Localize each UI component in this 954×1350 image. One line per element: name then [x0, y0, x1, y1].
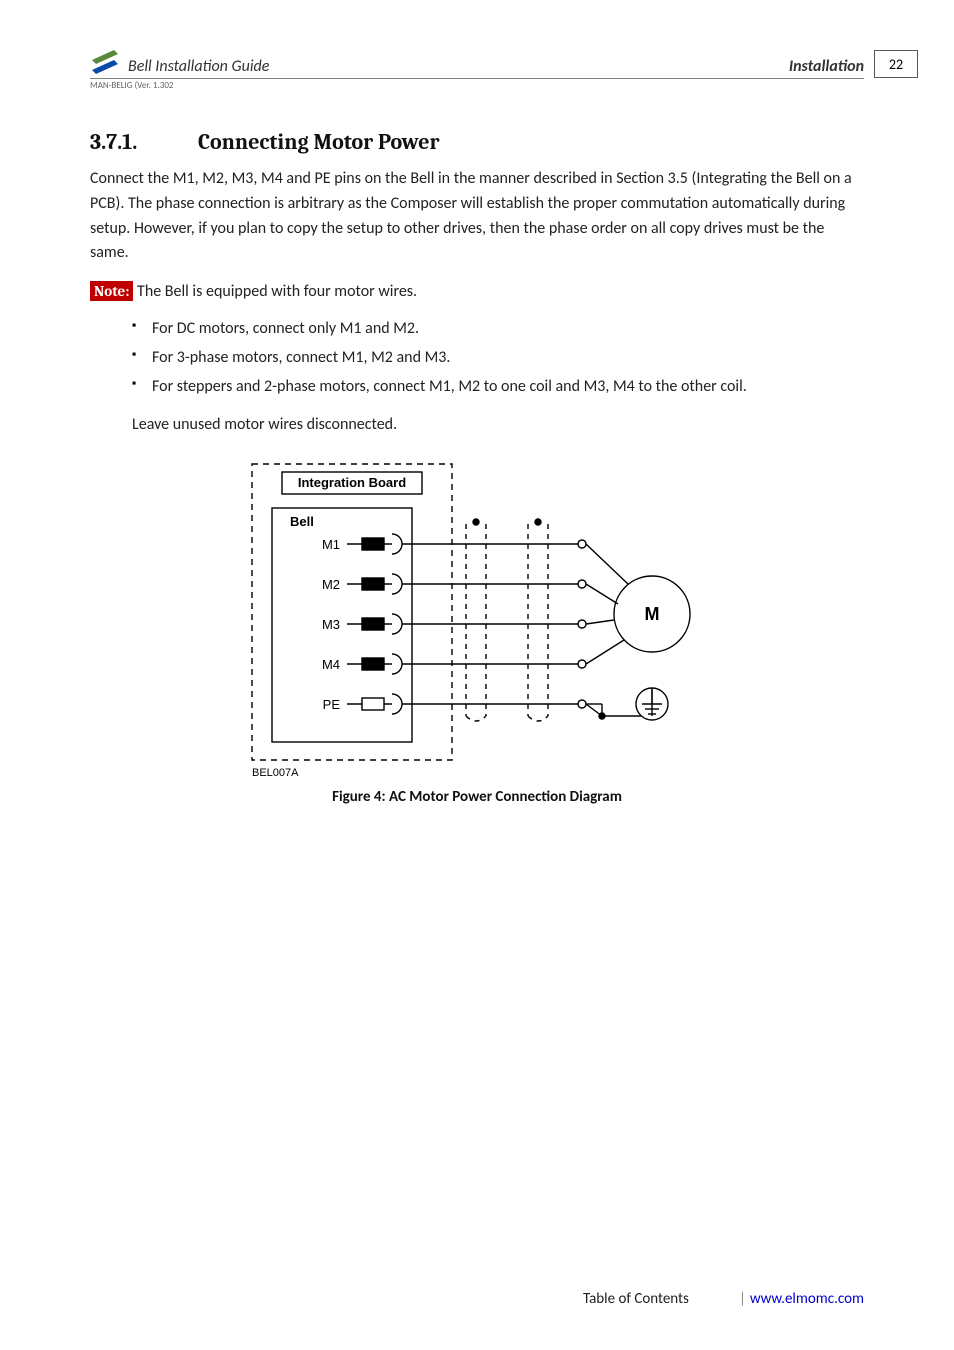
page-number: 22 [874, 50, 918, 78]
list-item: For steppers and 2-phase motors, connect… [132, 375, 864, 400]
svg-text:M1: M1 [322, 537, 340, 552]
section-name: Installation [789, 57, 864, 76]
note-text: The Bell is equipped with four motor wir… [133, 282, 417, 301]
paragraph-after-list: Leave unused motor wires disconnected. [132, 413, 864, 438]
svg-text:PE: PE [323, 697, 341, 712]
svg-text:Bell: Bell [290, 514, 314, 529]
svg-text:BEL007A: BEL007A [252, 767, 299, 779]
content: 3.7.1.Connecting Motor Power Connect the… [90, 129, 864, 806]
svg-text:M2: M2 [322, 577, 340, 592]
list-item: For DC motors, connect only M1 and M2. [132, 317, 864, 342]
page: Bell Installation Guide Installation MAN… [0, 0, 954, 1350]
svg-text:M: M [645, 604, 660, 624]
note-label: Note: [90, 281, 133, 301]
toc-link[interactable]: Table of Contents [583, 1290, 689, 1308]
bullet-list: For DC motors, connect only M1 and M2. F… [90, 317, 864, 399]
figure-caption: Figure 4: AC Motor Power Connection Diag… [90, 788, 864, 806]
list-item: For 3-phase motors, connect M1, M2 and M… [132, 346, 864, 371]
guide-title: Bell Installation Guide [128, 57, 269, 76]
website-link[interactable]: www.elmomc.com [750, 1290, 864, 1308]
separator-icon: | [739, 1290, 746, 1308]
paragraph-intro: Connect the M1, M2, M3, M4 and PE pins o… [90, 167, 864, 266]
figure: Integration Board Bell M1 M2 M3 M4 PE M … [90, 454, 864, 806]
note-line: Note: The Bell is equipped with four mot… [90, 280, 864, 305]
svg-text:M4: M4 [322, 657, 340, 672]
heading-title: Connecting Motor Power [198, 129, 440, 155]
header-left: Bell Installation Guide [90, 48, 269, 76]
page-footer: Table of Contents |www.elmomc.com [90, 1290, 864, 1308]
footer-url-wrap: |www.elmomc.com [739, 1290, 864, 1308]
heading-3: 3.7.1.Connecting Motor Power [90, 129, 864, 155]
doc-version: MAN-BELIG (Ver. 1.302 [90, 80, 864, 91]
diagram-svg: Integration Board Bell M1 M2 M3 M4 PE M … [242, 454, 712, 780]
svg-text:M3: M3 [322, 617, 340, 632]
page-header: Bell Installation Guide Installation [90, 48, 864, 79]
svg-text:Integration Board: Integration Board [298, 475, 406, 490]
heading-number: 3.7.1. [90, 129, 198, 155]
logo [90, 48, 120, 76]
